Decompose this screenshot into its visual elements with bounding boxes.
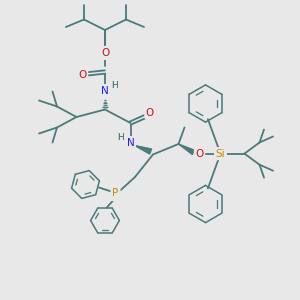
Text: Si: Si — [216, 148, 225, 159]
Text: P: P — [112, 188, 118, 199]
Text: H: H — [118, 133, 124, 142]
Text: H: H — [118, 133, 124, 142]
Text: N: N — [127, 137, 134, 148]
Text: O: O — [78, 70, 87, 80]
Text: N: N — [101, 85, 109, 96]
Text: O: O — [195, 148, 204, 159]
Text: P: P — [112, 187, 119, 200]
Text: N: N — [127, 137, 134, 148]
Text: O: O — [146, 107, 154, 118]
Text: Si: Si — [216, 148, 225, 159]
Text: O: O — [101, 48, 109, 59]
Text: O: O — [195, 148, 204, 159]
Polygon shape — [178, 144, 195, 154]
Text: H: H — [111, 81, 118, 90]
Text: O: O — [101, 48, 109, 59]
Text: N: N — [101, 85, 109, 96]
Polygon shape — [135, 146, 152, 154]
Text: O: O — [146, 107, 154, 118]
Text: O: O — [78, 70, 87, 80]
Text: H: H — [111, 81, 118, 90]
